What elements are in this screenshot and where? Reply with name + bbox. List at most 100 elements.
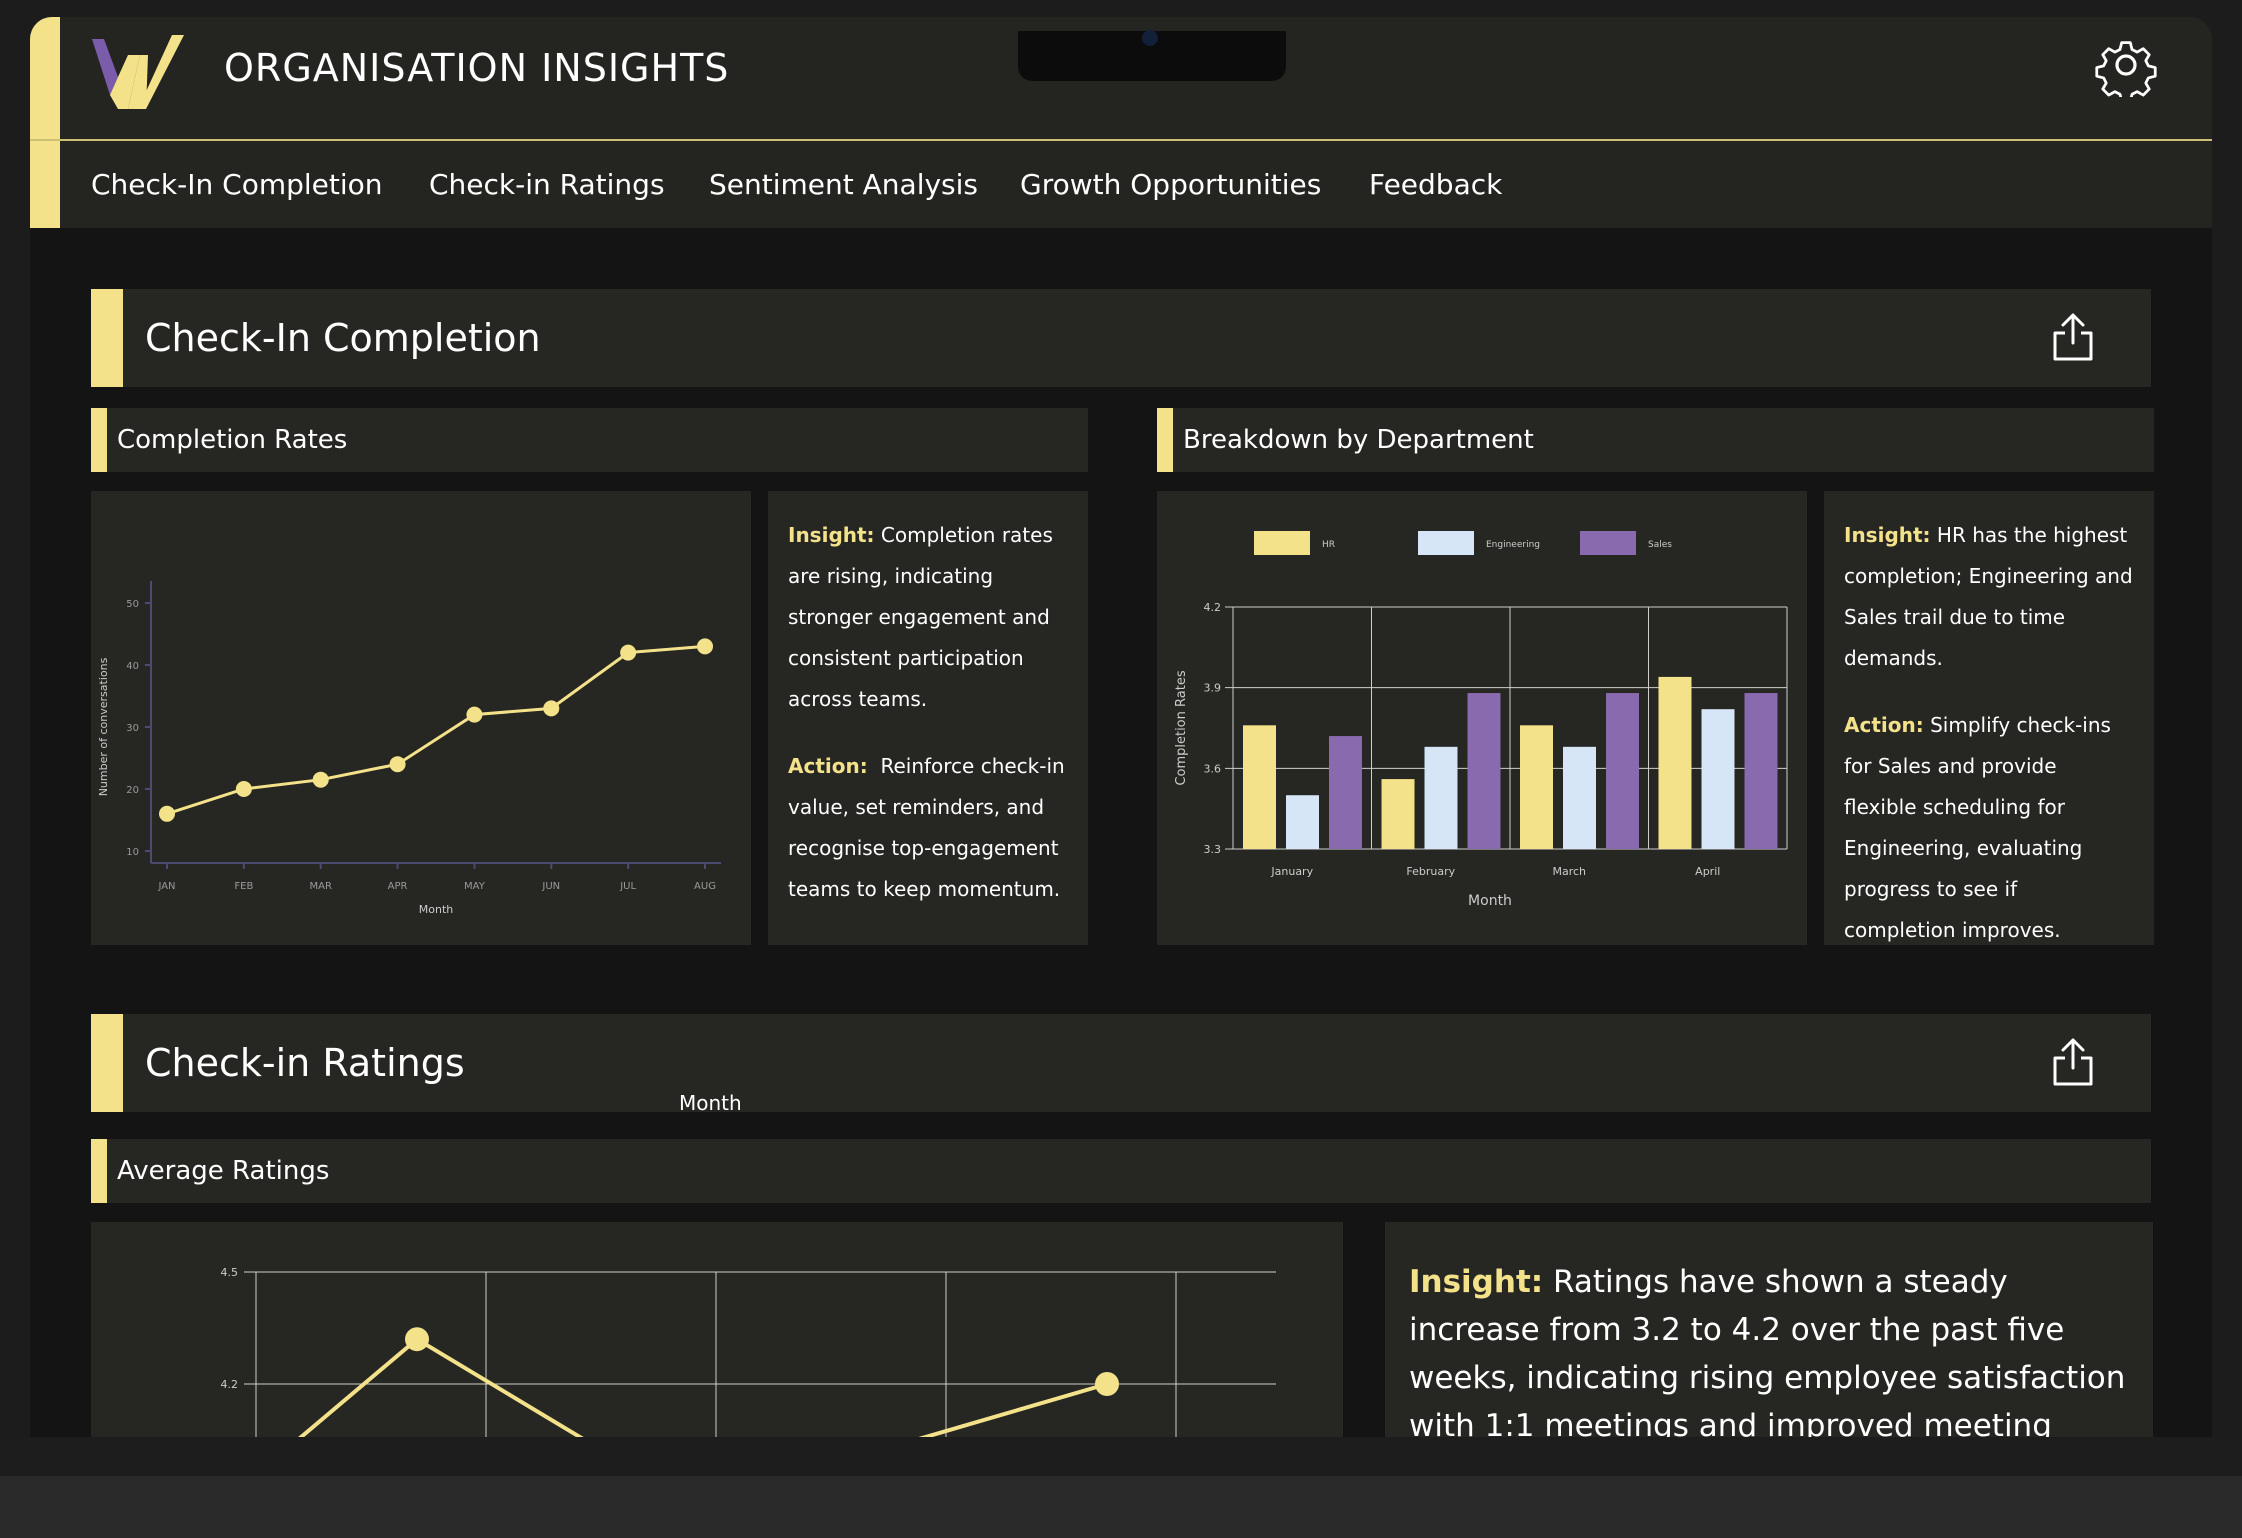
series-line: [166, 644, 706, 816]
average-ratings-chart-panel: 4.2 4.5: [91, 1222, 1343, 1437]
bar-hr-april: [1658, 676, 1692, 849]
share-icon[interactable]: [2051, 311, 2095, 363]
legend-label: Sales: [1648, 540, 1672, 550]
insight-text: Completion rates are rising, indicating …: [788, 523, 1053, 711]
x-tick-label: AUG: [694, 881, 716, 892]
bar-engineering-march: [1563, 746, 1596, 849]
logo-icon[interactable]: [90, 25, 186, 109]
subheader-accent: [91, 1139, 107, 1203]
y-axis-title: Number of conversations: [97, 657, 110, 796]
data-point: [159, 805, 175, 822]
bar-sales-february: [1467, 693, 1501, 849]
legend-swatch-sales: [1580, 531, 1636, 555]
bar-sales-april: [1744, 693, 1778, 849]
settings-gear-icon[interactable]: [2094, 33, 2158, 97]
subheader-completion-rates: Completion Rates: [91, 408, 1088, 472]
x-tick-label: April: [1695, 865, 1720, 878]
stray-axis-label: Month: [679, 1091, 742, 1115]
insight-label: Insight:: [1844, 523, 1931, 547]
completion-rates-chart-panel: 10 20 30 40 50 JAN FEB MAR APR MAY JUN JUL AUG Month N…: [91, 491, 751, 945]
completion-rates-insight-panel: Insight: Completion rates are rising, in…: [768, 491, 1088, 945]
action-paragraph: Action: Simplify check-ins for Sales and…: [1844, 705, 2134, 951]
x-tick-label: FEB: [234, 881, 253, 892]
y-tick-label: 3.9: [1204, 682, 1222, 695]
data-point: [1095, 1372, 1119, 1396]
action-paragraph: Action: Reinforce check-in value, set re…: [788, 746, 1068, 910]
data-point: [620, 644, 637, 661]
x-tick-label: JUL: [619, 881, 636, 892]
section-header-ratings: Check-in Ratings: [91, 1014, 2151, 1112]
completion-rates-chart: 10 20 30 40 50 JAN FEB MAR APR MAY JUN JUL AUG Month N…: [97, 581, 721, 916]
subheader-title: Average Ratings: [117, 1156, 330, 1186]
accent-strip: [30, 17, 60, 139]
accent-strip: [30, 141, 60, 228]
nav-tab-check-in-completion[interactable]: Check-In Completion: [91, 168, 383, 201]
data-point: [543, 700, 560, 717]
x-tick-label: MAY: [464, 881, 486, 892]
department-breakdown-chart: 3.3 3.6 3.9 4.2 January February March April Mon…: [1174, 531, 1788, 909]
nav-tab-check-in-ratings[interactable]: Check-in Ratings: [429, 168, 665, 201]
camera-icon: [1142, 30, 1158, 46]
y-tick-label: 10: [126, 847, 139, 858]
y-tick-label: 4.2: [1204, 601, 1222, 614]
subheader-title: Completion Rates: [117, 425, 348, 455]
bar-engineering-april: [1701, 709, 1735, 849]
section-accent: [91, 1014, 123, 1112]
bar-engineering-february: [1424, 746, 1458, 849]
department-chart-panel: 3.3 3.6 3.9 4.2 January February March April Mon…: [1157, 491, 1807, 945]
y-tick-label: 30: [126, 723, 139, 734]
data-point: [235, 781, 252, 797]
y-tick-label: 4.2: [221, 1378, 239, 1391]
subheader-average-ratings: Average Ratings: [91, 1139, 2151, 1203]
action-label: Action:: [1844, 713, 1924, 737]
legend-label: HR: [1322, 540, 1335, 550]
device-base: [0, 1476, 2242, 1538]
nav-tab-feedback[interactable]: Feedback: [1369, 168, 1503, 201]
section-header-completion: Check-In Completion: [91, 289, 2151, 387]
legend-swatch-hr: [1254, 531, 1310, 555]
x-tick-label: JAN: [157, 881, 175, 892]
insight-label: Insight:: [1409, 1264, 1544, 1300]
average-ratings-chart: 4.2 4.5: [221, 1266, 1276, 1437]
insight-text: Ratings have shown a steady increase fro…: [1409, 1264, 2126, 1437]
y-tick-label: 3.6: [1204, 762, 1222, 775]
data-point: [466, 706, 483, 723]
subheader-title: Breakdown by Department: [1183, 425, 1534, 455]
bar-hr-february: [1381, 779, 1415, 849]
insight-paragraph: Insight: HR has the highest completion; …: [1844, 515, 2134, 679]
subheader-accent: [1157, 408, 1173, 472]
subheader-breakdown-by-department: Breakdown by Department: [1157, 408, 2154, 472]
department-insight-panel: Insight: HR has the highest completion; …: [1824, 491, 2154, 945]
series-line: [298, 1336, 1108, 1437]
x-tick-label: March: [1552, 865, 1586, 878]
nav-tab-growth-opportunities[interactable]: Growth Opportunities: [1020, 168, 1322, 201]
subheader-accent: [91, 408, 107, 472]
bar-hr-january: [1243, 725, 1276, 849]
action-label: Action:: [788, 754, 868, 778]
y-tick-label: 40: [126, 661, 139, 672]
share-icon[interactable]: [2051, 1036, 2095, 1088]
insight-text: HR has the highest completion; Engineeri…: [1844, 523, 2133, 670]
legend-label: Engineering: [1486, 540, 1540, 550]
insight-paragraph: Insight: Completion rates are rising, in…: [788, 515, 1068, 720]
nav-bar: Check-In Completion Check-in Ratings Sen…: [30, 141, 2212, 228]
data-point: [405, 1327, 429, 1352]
app-title: ORGANISATION INSIGHTS: [224, 46, 730, 90]
bar-engineering-january: [1286, 795, 1319, 849]
x-tick-label: January: [1270, 865, 1313, 878]
data-point: [389, 756, 406, 773]
insight-label: Insight:: [788, 523, 875, 547]
x-tick-label: February: [1406, 865, 1455, 878]
x-axis-title: Month: [1468, 893, 1512, 909]
x-tick-label: JUN: [541, 881, 560, 892]
section-accent: [91, 289, 123, 387]
y-axis-title: Completion Rates: [1174, 670, 1189, 785]
nav-tab-sentiment-analysis[interactable]: Sentiment Analysis: [709, 168, 978, 201]
section-title-ratings: Check-in Ratings: [145, 1041, 465, 1085]
bar-sales-march: [1606, 693, 1639, 849]
data-point: [312, 771, 329, 788]
x-axis-title: Month: [419, 903, 454, 916]
section-title-completion: Check-In Completion: [145, 316, 541, 360]
y-tick-label: 3.3: [1204, 843, 1222, 856]
bar-hr-march: [1520, 725, 1553, 849]
